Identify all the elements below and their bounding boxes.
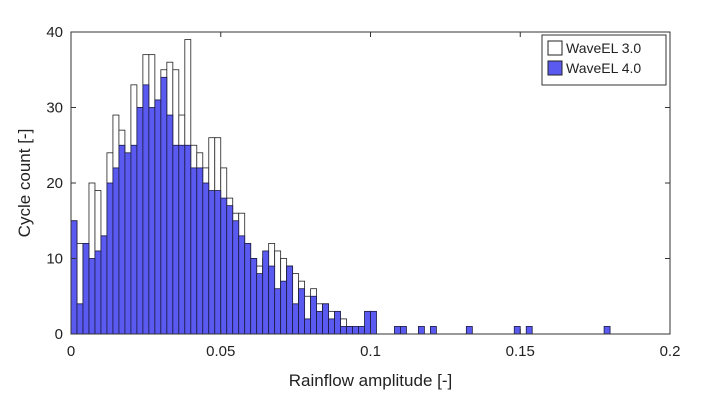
bar bbox=[256, 273, 264, 335]
bar bbox=[340, 326, 347, 335]
bar bbox=[88, 258, 96, 335]
bar bbox=[76, 303, 84, 335]
bar bbox=[220, 197, 228, 335]
bar bbox=[202, 182, 210, 335]
series-2 bbox=[70, 76, 611, 335]
bar bbox=[148, 107, 156, 335]
bar bbox=[208, 190, 216, 335]
bar bbox=[250, 258, 258, 335]
legend-swatch-waveel-3 bbox=[547, 40, 563, 56]
bar bbox=[70, 220, 78, 335]
bar bbox=[328, 318, 335, 335]
bar bbox=[465, 326, 473, 335]
bar bbox=[603, 326, 611, 335]
x-tick-label: 0.2 bbox=[660, 343, 681, 360]
axis-ticks: 0 0.05 0.1 0.15 0.2 0 10 20 30 40 bbox=[46, 24, 680, 360]
legend: WaveEL 3.0 WaveEL 4.0 bbox=[541, 34, 667, 86]
bar bbox=[370, 310, 377, 335]
x-tick-label: 0.1 bbox=[360, 343, 381, 360]
x-axis-label: Rainflow amplitude [-] bbox=[289, 371, 452, 390]
bar bbox=[142, 84, 150, 335]
bar bbox=[124, 152, 132, 335]
bar bbox=[400, 326, 407, 335]
bar bbox=[136, 107, 144, 335]
legend-label-waveel-4: WaveEL 4.0 bbox=[566, 60, 641, 76]
bar bbox=[196, 167, 204, 335]
bar bbox=[166, 114, 174, 335]
y-tick-label: 0 bbox=[55, 326, 63, 343]
bar bbox=[106, 182, 114, 335]
bar bbox=[346, 326, 353, 335]
bar bbox=[286, 265, 294, 335]
bar bbox=[94, 250, 102, 335]
bar bbox=[238, 235, 246, 335]
y-axis-label: Cycle count [-] bbox=[15, 129, 34, 238]
bar bbox=[429, 326, 437, 335]
bar bbox=[310, 295, 317, 335]
bar bbox=[292, 303, 300, 335]
bar bbox=[418, 326, 425, 335]
bar bbox=[298, 288, 306, 335]
bar bbox=[364, 310, 371, 335]
bar bbox=[184, 144, 192, 335]
y-tick-label: 10 bbox=[46, 251, 63, 268]
bar bbox=[214, 190, 222, 335]
x-tick-label: 0.05 bbox=[206, 343, 235, 360]
bar bbox=[190, 167, 198, 335]
bar bbox=[244, 242, 252, 335]
legend-box bbox=[541, 34, 667, 86]
bar bbox=[358, 326, 365, 335]
bar bbox=[112, 167, 120, 335]
bar bbox=[513, 326, 521, 335]
bar bbox=[525, 326, 533, 335]
bar bbox=[304, 318, 311, 335]
bar bbox=[352, 326, 359, 335]
bar bbox=[82, 242, 90, 335]
bar bbox=[118, 144, 126, 335]
bar bbox=[322, 303, 329, 335]
legend-swatch-waveel-4 bbox=[547, 60, 563, 76]
legend-label-waveel-3: WaveEL 3.0 bbox=[566, 40, 641, 56]
bar bbox=[316, 310, 323, 335]
x-tick-label: 0 bbox=[67, 343, 75, 360]
bar bbox=[280, 280, 288, 335]
bar bbox=[226, 205, 234, 335]
bar bbox=[130, 144, 138, 335]
bar bbox=[268, 265, 276, 335]
bar bbox=[394, 326, 401, 335]
bar bbox=[178, 144, 186, 335]
plot-area bbox=[70, 39, 611, 335]
bar bbox=[232, 220, 240, 335]
bar bbox=[154, 99, 162, 335]
bar bbox=[160, 76, 168, 335]
bar bbox=[262, 250, 270, 335]
y-tick-label: 20 bbox=[46, 175, 63, 192]
x-tick-label: 0.15 bbox=[506, 343, 535, 360]
y-tick-label: 40 bbox=[46, 24, 63, 41]
bar bbox=[274, 288, 282, 335]
bar bbox=[100, 235, 108, 335]
y-tick-label: 30 bbox=[46, 100, 63, 117]
bar bbox=[172, 144, 180, 335]
bar bbox=[334, 310, 341, 335]
